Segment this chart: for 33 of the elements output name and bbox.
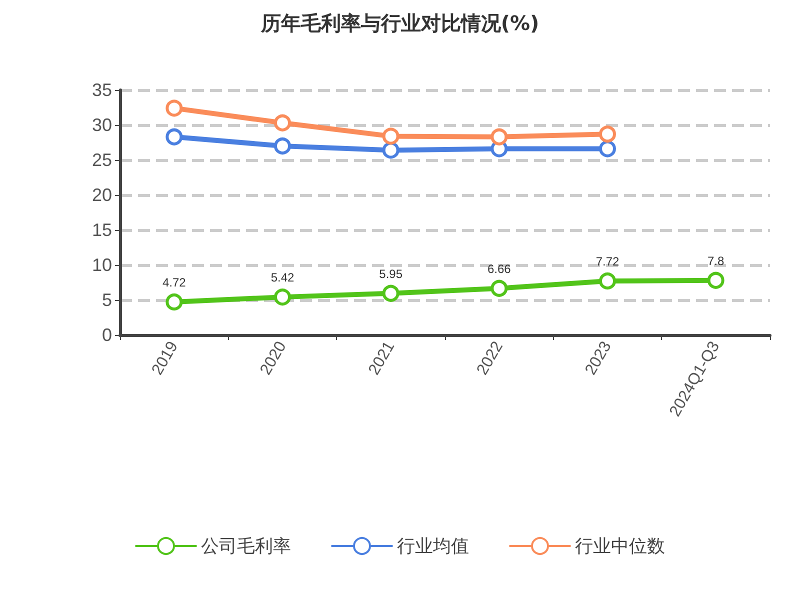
y-tick-label: 15 — [92, 220, 112, 240]
data-label: 5.42 — [270, 270, 294, 285]
point — [707, 272, 724, 289]
data-label: 6.66 — [487, 262, 512, 276]
y-tick-label: 25 — [92, 150, 112, 170]
point — [382, 128, 400, 145]
point — [599, 126, 616, 143]
point — [490, 280, 508, 297]
point — [274, 288, 291, 306]
y-tick-label: 10 — [92, 255, 112, 275]
point — [382, 142, 400, 159]
point — [599, 140, 616, 158]
data-label: 4.72 — [162, 275, 186, 290]
point — [490, 128, 508, 146]
point — [166, 128, 183, 146]
y-tick-label: 0 — [102, 325, 112, 345]
point — [382, 284, 400, 302]
legend-label: 行业均值 — [397, 536, 469, 556]
data-label: 5.95 — [379, 266, 403, 281]
point — [599, 272, 616, 290]
chart-title: 历年毛利率与行业对比情况(%) — [260, 11, 540, 35]
data-label: 7.72 — [596, 254, 620, 268]
y-tick-label: 20 — [92, 185, 112, 205]
point — [274, 138, 291, 154]
legend-label: 行业中位数 — [575, 536, 665, 556]
y-tick-label: 5 — [102, 290, 112, 310]
legend-label: 公司毛利率 — [201, 536, 291, 556]
data-label: 7.8 — [707, 254, 724, 268]
y-tick-label: 30 — [92, 115, 112, 135]
point — [166, 100, 183, 117]
y-tick-label: 35 — [92, 80, 112, 100]
point — [166, 293, 183, 310]
point — [274, 114, 291, 132]
